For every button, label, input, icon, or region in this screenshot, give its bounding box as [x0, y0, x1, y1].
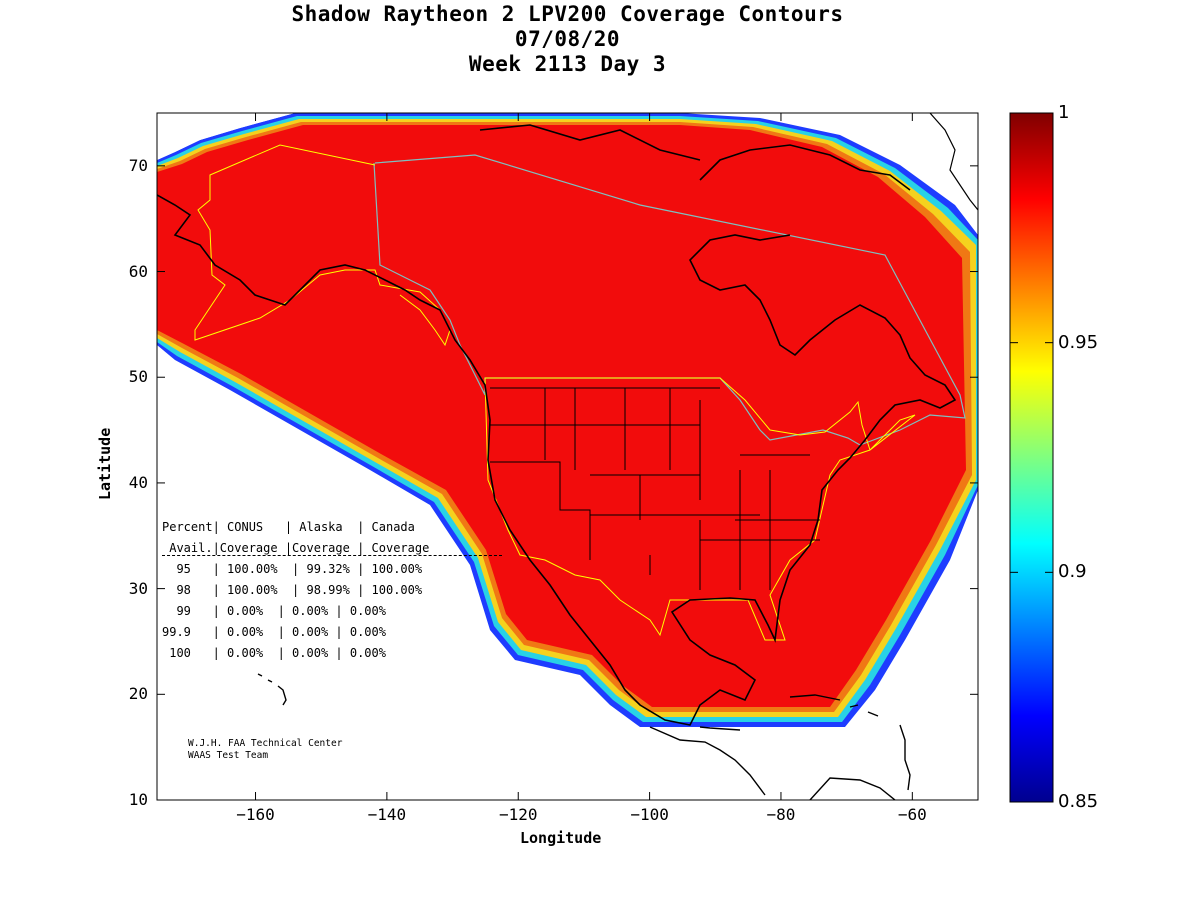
credit-text: W.J.H. FAA Technical Center WAAS Test Te… [188, 738, 342, 762]
caribbean-islands [789, 694, 911, 791]
x-tick-label: −60 [897, 805, 927, 824]
stats-row: 95 | 100.00% | 99.32% | 100.00% [162, 562, 423, 576]
x-tick-label: −100 [630, 805, 669, 824]
stats-row: 99.9 | 0.00% | 0.00% | 0.00% [162, 625, 386, 639]
credit-line-1: W.J.H. FAA Technical Center [188, 738, 343, 749]
y-tick-label: 30 [128, 578, 148, 598]
x-tick-label: −160 [236, 805, 275, 824]
colorbar-tick-label: 0.9 [1058, 561, 1087, 583]
coastline [157, 124, 957, 726]
y-tick-label: 20 [128, 684, 148, 704]
stats-row: 99 | 0.00% | 0.00% | 0.00% [162, 604, 386, 618]
stats-rule [162, 555, 502, 556]
state-borders [490, 387, 820, 590]
x-axis-label: Longitude [520, 829, 602, 847]
greenland-coast [929, 113, 978, 211]
coverage-contours [157, 113, 978, 800]
x-tick-label: −120 [498, 805, 538, 824]
stats-row: 98 | 100.00% | 98.99% | 100.00% [162, 583, 423, 597]
stats-row: 100 | 0.00% | 0.00% | 0.00% [162, 646, 386, 660]
x-tick-label: −80 [766, 805, 796, 824]
canada-boundary [373, 154, 966, 446]
colorbar [1009, 112, 1054, 803]
chart-week-day: Week 2113 Day 3 [468, 52, 667, 76]
credit-line-2: WAAS Test Team [188, 750, 269, 761]
axis-ticks [157, 113, 978, 801]
colorbar-tick-label: 1 [1058, 102, 1070, 123]
stats-rows: 95 | 100.00% | 99.32% | 100.00% 98 | 100… [162, 555, 502, 664]
y-tick-label: 70 [128, 155, 148, 175]
stats-header-2: Avail.|Coverage |Coverage | Coverage [162, 541, 430, 555]
stats-header-1: Percent| CONUS | Alaska | Canada [162, 520, 415, 534]
chart-date: 07/08/20 [514, 27, 621, 51]
y-tick-label: 40 [128, 472, 148, 492]
coverage-stats-table: Percent| CONUS | Alaska | Canada Avail.|… [162, 517, 502, 664]
central-america [649, 726, 896, 800]
hawaii-islands [257, 673, 287, 706]
colorbar-tick-label: 0.95 [1058, 331, 1099, 353]
y-tick-label: 60 [128, 261, 148, 281]
x-tick-label: −140 [367, 805, 407, 824]
chart-title: Shadow Raytheon 2 LPV200 Coverage Contou… [291, 2, 844, 26]
colorbar-tick-label: 0.85 [1058, 791, 1099, 812]
plot-frame [156, 112, 979, 801]
colorbar-ticks [1010, 112, 1053, 803]
y-tick-label: 10 [128, 790, 148, 809]
conus-boundary [484, 377, 916, 641]
y-tick-label: 50 [128, 367, 148, 387]
